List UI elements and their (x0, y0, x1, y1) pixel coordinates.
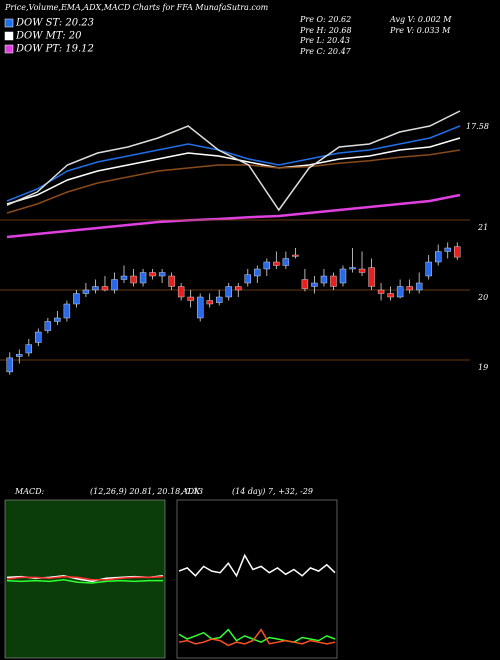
candle-body (111, 279, 118, 291)
candle-body (273, 261, 280, 266)
candle-body (35, 331, 42, 343)
candle-body (254, 268, 261, 277)
candle-body (330, 275, 337, 287)
candle-body (196, 296, 204, 319)
candle-body (349, 267, 356, 270)
candle-body (187, 296, 194, 301)
candle-body (320, 275, 328, 284)
candle-body (149, 272, 156, 277)
candle-body (301, 279, 309, 289)
candle-body (244, 274, 251, 284)
series-line (178, 628, 336, 647)
panel-subtitle: (14 day) 7, +32, -29 (232, 487, 313, 496)
candle-body (16, 354, 23, 357)
candle-body (44, 321, 52, 331)
y-tick-label: 20 (477, 293, 488, 302)
candle-body (282, 258, 290, 266)
candle-body (368, 267, 375, 287)
candle-body (120, 275, 128, 280)
info-text: Pre O: 20.62 (299, 15, 351, 24)
candle-body (454, 246, 461, 258)
candle-body (6, 357, 13, 373)
candle-body (292, 254, 299, 257)
candle-body (377, 289, 385, 294)
panel-subtitle: (12,26,9) 20.81, 20.18, 0.13 (90, 487, 203, 496)
candle-body (225, 286, 232, 298)
candle-body (101, 286, 109, 291)
candle-body (130, 275, 137, 284)
candle-body (235, 286, 242, 291)
candle-body (25, 344, 33, 354)
info-text: Pre H: 20.68 (299, 26, 352, 35)
candle-body (387, 293, 394, 298)
panel-title: MACD: (14, 487, 45, 496)
legend-label: DOW PT: 19.12 (15, 44, 94, 55)
series-line (178, 628, 336, 644)
candle-body (358, 268, 366, 273)
series-line (6, 575, 164, 581)
candle-body (63, 303, 71, 319)
y-tick-label: 19 (478, 363, 488, 372)
chart-title: Price,Volume,EMA,ADX,MACD Charts for FFA… (4, 3, 269, 12)
candle-body (339, 268, 347, 284)
series-line (178, 553, 336, 578)
panel-bg (176, 499, 338, 659)
info-text: Pre C: 20.47 (299, 47, 352, 56)
candle-body (73, 293, 80, 305)
legend-swatch (4, 44, 14, 54)
series-line (6, 137, 461, 205)
candle-body (311, 282, 318, 287)
series-line (6, 110, 461, 212)
series-line (6, 149, 461, 214)
candle-body (415, 282, 423, 291)
legend-label: DOW MT: 20 (15, 31, 82, 42)
y-tick-label: 21 (477, 223, 488, 232)
info-text: Avg V: 0.002 M (389, 15, 452, 24)
candle-body (139, 272, 147, 284)
panel-title: ADX (181, 487, 200, 496)
candle-body (396, 286, 404, 298)
candle-body (177, 286, 185, 298)
series-line (6, 125, 461, 202)
candle-body (206, 300, 213, 305)
legend-swatch (4, 18, 14, 28)
legend-swatch (4, 31, 14, 41)
info-text: Pre V: 0.033 M (389, 26, 451, 35)
candle-body (92, 286, 99, 291)
y-tick-label: 17.58 (466, 122, 489, 131)
candle-body (168, 275, 175, 287)
candle-body (406, 286, 413, 291)
info-text: Pre L: 20.43 (299, 36, 350, 45)
series-line (6, 193, 461, 239)
legend-label: DOW ST: 20.23 (15, 18, 94, 29)
candle-body (425, 261, 432, 277)
series-line (6, 579, 163, 584)
candle-body (263, 261, 271, 270)
candle-body (82, 289, 90, 294)
candle-body (158, 272, 166, 277)
candle-body (54, 317, 61, 322)
candle-body (444, 247, 451, 252)
candle-body (216, 296, 223, 303)
candle-body (434, 251, 442, 263)
